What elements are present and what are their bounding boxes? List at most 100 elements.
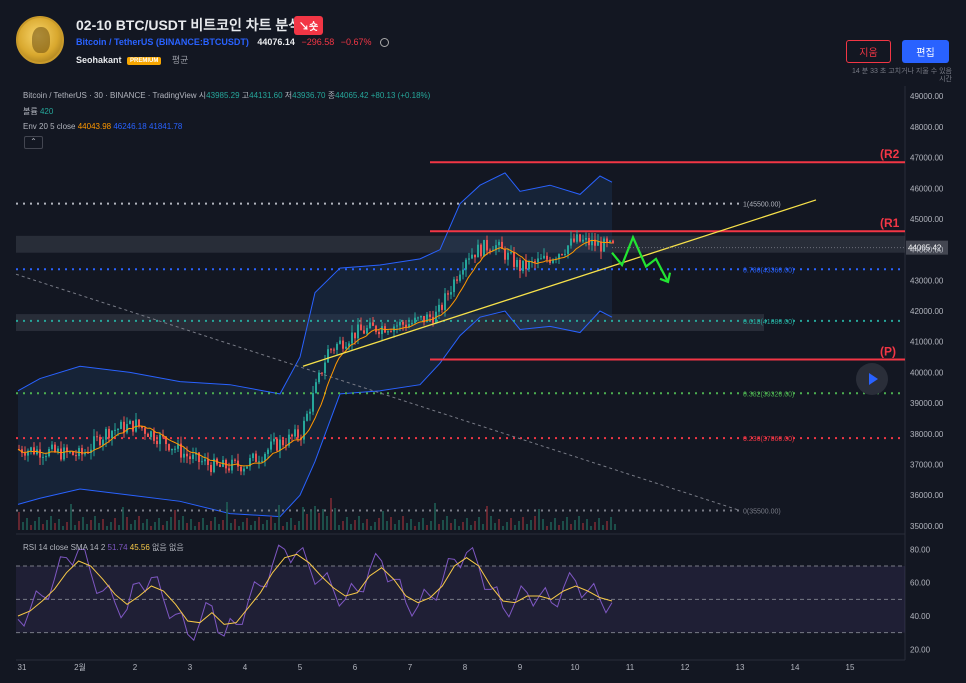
candle-body xyxy=(180,443,182,458)
avatar[interactable] xyxy=(16,16,64,64)
premium-badge: PREMIUM xyxy=(127,56,162,65)
legend-symbol[interactable]: Bitcoin / TetherUS · 30 · BINANCE · Trad… xyxy=(23,91,197,100)
volume-bar-94 xyxy=(394,524,396,530)
volume-bar-93 xyxy=(390,517,392,530)
candle-body xyxy=(522,260,524,272)
volume-bar-22 xyxy=(106,526,108,530)
volume-bar-58 xyxy=(250,525,252,530)
candle-body xyxy=(42,456,44,458)
candle-body xyxy=(123,421,125,433)
volume-bar-45 xyxy=(198,522,200,530)
legend-collapse-button[interactable]: ⌃ xyxy=(24,136,43,149)
volume-bar-16 xyxy=(82,517,84,530)
candle-body xyxy=(243,468,245,472)
candle-body xyxy=(582,239,584,242)
volume-bar-130 xyxy=(538,509,540,530)
ascending-trendline xyxy=(302,199,817,367)
candle-body xyxy=(75,455,77,457)
volume-bar-119 xyxy=(494,523,496,530)
volume-bar-17 xyxy=(86,524,88,530)
candle-body xyxy=(297,429,299,438)
legend-env-basis: 44043.98 xyxy=(77,122,112,131)
volume-bar-57 xyxy=(246,518,248,530)
candle-body xyxy=(321,372,323,374)
volume-bar-96 xyxy=(402,516,404,530)
symbol-row: Bitcoin / TetherUS (BINANCE:BTCUSDT) 440… xyxy=(76,37,390,48)
volume-bar-82 xyxy=(346,517,348,530)
alarm-icon[interactable] xyxy=(380,38,390,48)
fib-level-label-4: 0.236(37860.00) xyxy=(743,436,794,443)
candle-body xyxy=(546,255,548,260)
candle-body xyxy=(114,429,116,431)
volume-bar-99 xyxy=(414,526,416,530)
candle-body xyxy=(363,330,365,334)
volume-bar-51 xyxy=(222,520,224,530)
volume-bar-72 xyxy=(306,514,308,530)
price-tick-10: 39000.00 xyxy=(910,399,944,408)
volume-bar-143 xyxy=(590,526,592,530)
candle-body xyxy=(141,426,143,429)
candle-body xyxy=(132,420,134,432)
candle-body xyxy=(96,436,98,438)
candle-body xyxy=(564,253,566,255)
price-tick-6: 43000.00 xyxy=(910,276,944,285)
candle-body xyxy=(57,448,59,452)
price-tick-4: 45000.00 xyxy=(910,215,944,224)
symbol-name-link[interactable]: Bitcoin / TetherUS xyxy=(76,37,154,47)
volume-bar-122 xyxy=(506,522,508,530)
candle-body xyxy=(441,304,443,310)
author-name[interactable]: Seohakant xyxy=(76,55,122,65)
volume-bar-24 xyxy=(114,518,116,530)
candle-body xyxy=(450,292,452,295)
volume-bar-34 xyxy=(154,522,156,530)
volume-bar-50 xyxy=(218,524,220,530)
candle-body xyxy=(159,434,161,445)
volume-bar-88 xyxy=(370,526,372,530)
volume-bar-125 xyxy=(518,521,520,530)
candle-body xyxy=(81,448,83,455)
time-tick-14: 14 xyxy=(791,663,800,672)
volume-bar-69 xyxy=(294,525,296,530)
volume-bar-103 xyxy=(430,521,432,530)
time-tick-3: 3 xyxy=(188,663,193,672)
volume-bar-52 xyxy=(226,502,228,530)
volume-bar-3 xyxy=(30,525,32,530)
candle-body xyxy=(456,279,458,281)
candle-body xyxy=(303,420,305,440)
candle-body xyxy=(528,261,530,270)
price-change: −296.58 xyxy=(301,37,335,47)
candle-body xyxy=(279,439,281,451)
candle-body xyxy=(549,259,551,263)
volume-bar-60 xyxy=(258,517,260,530)
volume-bar-111 xyxy=(462,522,464,530)
price-chart[interactable]: 1(45500.00) 0.786(43360.00) 0.618(41680.00… xyxy=(0,86,966,683)
delete-button[interactable]: 지움 xyxy=(846,40,891,63)
volume-bar-142 xyxy=(586,519,588,530)
candle-body xyxy=(471,254,473,259)
volume-bar-126 xyxy=(522,517,524,530)
candle-body xyxy=(99,436,101,446)
volume-bar-62 xyxy=(266,520,268,530)
volume-bar-123 xyxy=(510,518,512,530)
candle-body xyxy=(105,428,107,440)
volume-bar-124 xyxy=(514,525,516,530)
envelope-basis-line xyxy=(17,239,613,467)
symbol-code-link[interactable]: BINANCE:BTCUSDT xyxy=(158,37,246,47)
last-price-tag xyxy=(906,240,948,255)
candle-body xyxy=(474,254,476,258)
volume-bar-6 xyxy=(42,524,44,530)
price-tick-5: 44000.00 xyxy=(910,246,944,255)
edit-button[interactable]: 편집 xyxy=(902,40,949,63)
candle-body xyxy=(198,452,200,462)
replay-button[interactable] xyxy=(856,363,888,395)
candle-body xyxy=(126,424,128,433)
candle-body xyxy=(252,453,254,459)
candle-body xyxy=(567,245,569,254)
candle-body xyxy=(411,323,413,325)
volume-bar-49 xyxy=(214,517,216,530)
rsi-ma-value: 45.56 xyxy=(129,543,150,552)
rsi-legend: RSI 14 close SMA 14 2 51.74 45.56 없음 없음 xyxy=(23,543,184,552)
candle-body xyxy=(117,429,119,431)
time-tick-0: 31 xyxy=(18,663,27,672)
candle-body xyxy=(69,451,71,453)
